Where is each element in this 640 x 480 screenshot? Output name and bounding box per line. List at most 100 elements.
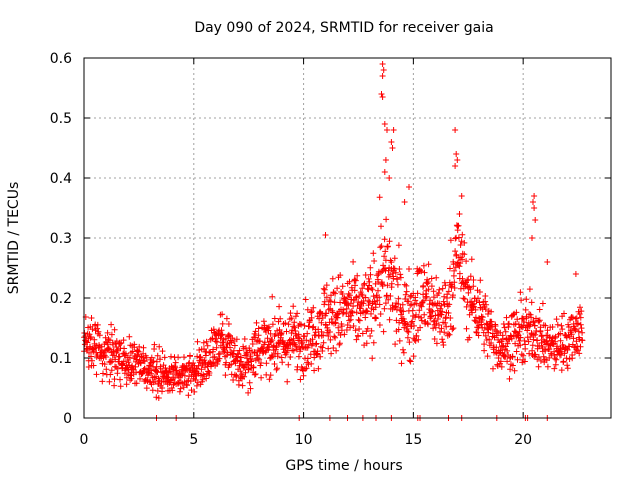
data-point [328, 292, 334, 299]
data-point [330, 289, 337, 296]
data-point [218, 332, 225, 339]
data-point [140, 344, 147, 351]
data-point [90, 348, 97, 355]
data-point [106, 346, 113, 353]
data-point [572, 271, 579, 277]
y-tick-label: 0.6 [50, 51, 72, 67]
data-point [251, 371, 258, 378]
data-point [546, 346, 553, 352]
data-point [430, 288, 437, 295]
data-point [368, 327, 375, 334]
data-point [404, 321, 411, 328]
data-point [264, 335, 271, 342]
data-point [460, 295, 467, 302]
data-point [386, 238, 393, 245]
data-point [317, 353, 324, 360]
data-point [577, 304, 583, 311]
data-point [274, 350, 281, 357]
data-point [493, 344, 500, 351]
data-point [386, 316, 393, 323]
data-point [377, 311, 384, 317]
data-point [234, 353, 241, 360]
data-point [364, 308, 371, 315]
data-point [522, 306, 529, 313]
data-point [385, 296, 392, 303]
data-point [291, 324, 298, 331]
data-point [106, 378, 113, 385]
data-point [544, 363, 551, 370]
data-point [379, 61, 386, 67]
data-point [458, 193, 465, 199]
data-point [506, 320, 512, 327]
data-point [285, 321, 292, 328]
data-point [446, 331, 453, 338]
data-point [395, 242, 402, 249]
data-point [172, 364, 179, 371]
data-point [376, 194, 383, 201]
data-point [258, 360, 264, 366]
data-point [225, 331, 232, 338]
data-point [396, 266, 403, 272]
data-point [447, 237, 454, 244]
data-point [121, 345, 128, 352]
data-point [425, 286, 432, 293]
data-point [420, 282, 427, 289]
data-point [452, 163, 459, 169]
data-point [461, 251, 468, 258]
data-point [244, 355, 250, 362]
data-point [372, 314, 379, 321]
data-point [513, 309, 520, 316]
data-point [560, 358, 567, 365]
data-point [292, 313, 299, 320]
data-point [303, 337, 310, 344]
data-point [180, 384, 187, 391]
data-point [475, 332, 482, 339]
data-point [107, 371, 114, 378]
data-point [315, 365, 322, 372]
data-point [294, 310, 301, 317]
data-point [445, 330, 452, 337]
data-point [376, 301, 383, 308]
data-point [473, 329, 480, 335]
data-point [242, 369, 249, 376]
data-point [490, 365, 496, 372]
data-point [565, 324, 572, 330]
data-point [300, 372, 307, 379]
data-point [114, 347, 121, 354]
data-point [472, 314, 479, 321]
x-axis-label: GPS time / hours [285, 458, 402, 474]
data-point [557, 330, 564, 337]
data-point [399, 301, 406, 308]
data-point [327, 298, 334, 305]
data-point [521, 319, 528, 326]
data-point [569, 355, 576, 362]
data-point [405, 298, 412, 305]
data-point [290, 303, 297, 310]
data-point [412, 337, 419, 344]
data-point [110, 341, 116, 348]
data-point [573, 338, 580, 345]
data-point [235, 350, 242, 357]
data-point [288, 330, 295, 336]
data-point [363, 340, 370, 347]
data-point [511, 367, 518, 374]
data-point [551, 365, 558, 372]
y-tick-label: 0.4 [50, 171, 72, 187]
data-point [384, 127, 390, 133]
data-point [382, 300, 389, 307]
data-point [564, 362, 571, 369]
data-point [412, 297, 419, 304]
data-point [529, 342, 536, 349]
data-point [304, 306, 311, 313]
data-point [421, 311, 428, 318]
data-point [310, 304, 317, 311]
data-point [269, 293, 276, 300]
data-point [365, 302, 372, 309]
data-point [123, 381, 130, 388]
data-point [524, 327, 531, 334]
data-point [407, 358, 414, 365]
data-point [161, 354, 168, 361]
data-point [337, 272, 344, 279]
data-point [544, 259, 551, 265]
data-point [517, 289, 524, 296]
